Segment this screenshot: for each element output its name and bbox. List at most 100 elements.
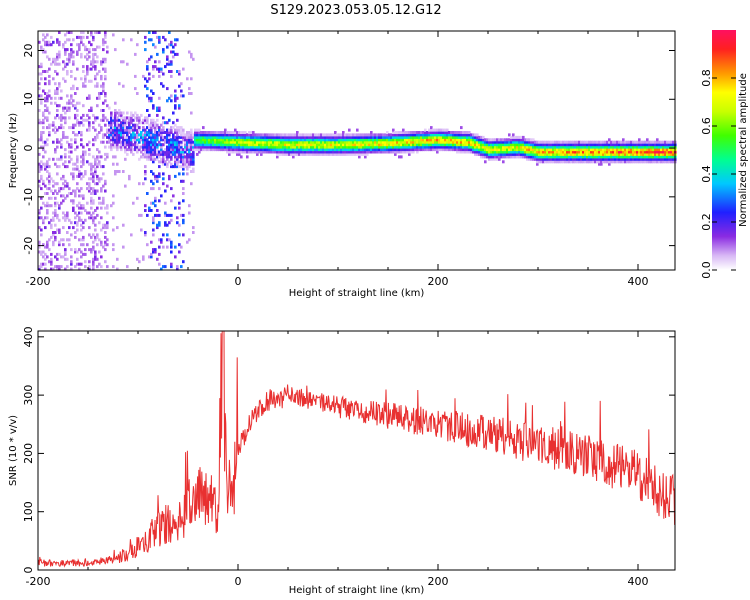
spectrogram-cell: [530, 140, 533, 144]
spectrogram-cell: [178, 160, 181, 164]
spectrogram-cell: [244, 131, 247, 134]
spectrogram-cell: [260, 143, 263, 147]
spectrogram-cell: [626, 145, 629, 149]
spectrogram-cell: [592, 145, 595, 149]
spectrogram-cell: [572, 157, 575, 161]
spectrogram-cell: [78, 194, 81, 198]
spectrogram-cell: [148, 133, 151, 137]
spectrogram-cell: [534, 148, 537, 152]
spectrogram-cell: [46, 109, 49, 112]
spectrogram-cell: [92, 57, 95, 61]
spectrogram-cell: [66, 48, 69, 52]
spectrogram-cell: [88, 148, 91, 152]
spectrogram-cell: [56, 265, 59, 269]
spectrogram-cell: [594, 157, 597, 161]
spectrogram-cell: [174, 165, 177, 169]
spectrogram-cell: [544, 152, 547, 156]
spectrogram-cell: [178, 104, 181, 108]
spectrogram-cell: [60, 265, 63, 269]
spectrogram-cell: [78, 172, 81, 176]
spectrogram-cell: [544, 155, 547, 159]
spectrogram-cell: [162, 138, 165, 142]
spectrogram-cell: [258, 133, 261, 137]
spectrogram-cell: [74, 106, 77, 110]
spectrogram-cell: [176, 131, 179, 134]
spectrogram-cell: [596, 143, 599, 147]
spectrogram-cell: [248, 140, 251, 144]
spectrogram-cell: [168, 238, 171, 242]
spectrogram-cell: [516, 148, 519, 152]
spectrogram-cell: [76, 160, 79, 164]
spectrogram-cell: [536, 140, 539, 144]
spectrogram-cell: [80, 238, 83, 242]
spectrogram-cell: [40, 206, 43, 210]
spectrogram-cell: [446, 133, 449, 137]
spectrogram-cell: [166, 133, 169, 137]
spectrogram-cell: [48, 131, 51, 134]
spectrogram-cell: [142, 74, 145, 78]
spectrogram-cell: [438, 143, 441, 147]
spectrogram-cell: [150, 99, 153, 103]
spectrogram-cell: [82, 235, 85, 239]
spectrogram-cell: [132, 148, 135, 152]
spectrogram-cell: [274, 133, 277, 137]
spectrogram-cell: [346, 145, 349, 149]
spectrogram-cell: [258, 140, 261, 144]
spectrogram-cell: [402, 148, 405, 152]
spectrogram-cell: [614, 152, 617, 156]
spectrogram-cell: [102, 38, 105, 42]
spectrogram-cell: [144, 177, 147, 181]
spectrogram-cell: [182, 218, 185, 222]
spectrogram-cell: [88, 126, 91, 130]
spectrogram-cell: [504, 138, 507, 142]
spectrogram-cell: [354, 150, 357, 154]
spectrogram-cell: [444, 135, 447, 139]
spectrogram-cell: [104, 123, 107, 127]
spectrogram-cell: [156, 123, 159, 127]
spectrogram-cell: [50, 204, 53, 208]
spectrogram-cell: [316, 140, 319, 144]
spectrogram-cell: [70, 262, 73, 266]
spectrogram-frame: [37, 30, 676, 271]
spectrogram-cell: [82, 243, 85, 247]
spectrogram-cell: [42, 221, 45, 225]
spectrogram-cell: [124, 131, 127, 134]
spectrogram-cell: [500, 148, 503, 152]
spectrogram-cell: [176, 143, 179, 147]
spectrogram-cell: [394, 150, 397, 154]
spectrogram-cell: [88, 248, 91, 252]
spectrogram-cell: [578, 152, 581, 156]
spectrogram-cell: [56, 40, 59, 44]
spectrogram-cell: [308, 148, 311, 152]
spectrogram-cell: [46, 116, 49, 120]
spectrogram-cell: [80, 77, 83, 81]
spectrogram-cell: [90, 60, 93, 64]
spectrogram-cell: [636, 157, 639, 161]
spectrogram-cell: [556, 148, 559, 152]
spectrogram-cell: [612, 140, 615, 144]
spectrogram-cell: [104, 157, 107, 161]
spectrogram-cell: [136, 131, 139, 134]
spectrogram-cell: [428, 131, 431, 134]
spectrogram-cell: [574, 148, 577, 152]
spectrogram-cell: [100, 126, 103, 130]
spectrogram-cell: [266, 143, 269, 147]
spectrogram-cell: [70, 52, 73, 56]
spectrogram-cell: [66, 38, 69, 42]
spectrogram-cell: [118, 138, 121, 142]
spectrogram-cell: [112, 33, 115, 37]
spectrogram-cell: [54, 57, 57, 61]
spectrogram-cell: [578, 160, 581, 164]
spectrogram-cell: [94, 235, 97, 239]
spectrogram-cell: [652, 140, 655, 144]
spectrogram-cell: [54, 238, 57, 242]
spectrogram-cell: [406, 138, 409, 142]
spectrogram-cell: [170, 199, 173, 203]
spectrogram-cell: [268, 148, 271, 152]
spectrogram-cell: [82, 252, 85, 256]
spectrogram-cell: [372, 145, 375, 149]
spectrogram-cell: [332, 148, 335, 152]
spectrogram-cell: [174, 148, 177, 152]
spectrogram-cell: [122, 133, 125, 137]
spectrogram-cell: [92, 221, 95, 225]
